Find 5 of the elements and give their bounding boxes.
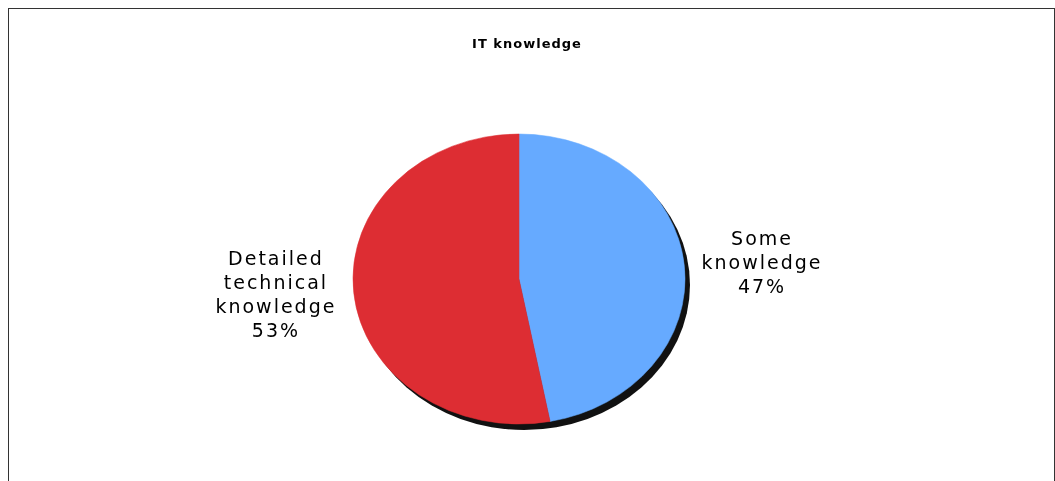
data-label: 53% [251, 318, 301, 341]
chart-title: IT knowledge [472, 36, 582, 51]
slice-label: Some knowledge [701, 227, 823, 274]
slice-label: Detailed technical knowledge [215, 246, 337, 317]
data-label: 47% [737, 275, 787, 298]
